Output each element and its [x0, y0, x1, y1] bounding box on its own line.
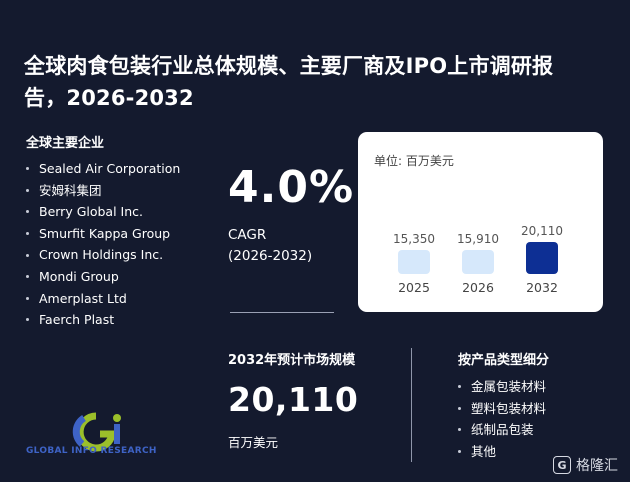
bar-value-label: 20,110: [521, 224, 563, 238]
list-item: 纸制品包装: [458, 419, 546, 441]
chart-card: 单位: 百万美元 15,350 2025 15,910 2026 20,110 …: [358, 132, 603, 312]
list-item: 塑料包装材料: [458, 398, 546, 420]
bullet-icon: [26, 253, 29, 257]
bullet-icon: [26, 167, 29, 171]
bullet-icon: [458, 406, 461, 410]
bar-year-label: 2032: [526, 280, 558, 295]
cagr-value: 4.0%: [228, 162, 355, 213]
bar-2026: [462, 250, 494, 274]
bar-year-label: 2025: [398, 280, 430, 295]
bar-value-label: 15,350: [393, 232, 435, 246]
bar-value-label: 15,910: [457, 232, 499, 246]
cagr-label: CAGR: [228, 227, 267, 243]
unit-label: 单位: 百万美元: [374, 154, 454, 168]
cagr-period: (2026-2032): [228, 248, 313, 264]
companies-heading: 全球主要企业: [26, 136, 105, 151]
page-title: 全球肉食包装行业总体规模、主要厂商及IPO上市调研报告，2026-2032: [24, 54, 554, 110]
bullet-icon: [458, 449, 461, 453]
logo-text: GLOBAL INFO RESEARCH: [26, 446, 157, 456]
brand-watermark: G 格隆汇: [553, 455, 618, 475]
bar-2032: [526, 242, 558, 274]
bar-2025: [398, 250, 430, 274]
list-item: Sealed Air Corporation: [26, 158, 180, 180]
bar-year-label: 2026: [462, 280, 494, 295]
list-item: Crown Holdings Inc.: [26, 244, 180, 266]
bullet-icon: [458, 385, 461, 389]
bullet-icon: [26, 210, 29, 214]
list-item: 金属包装材料: [458, 376, 546, 398]
bar-group-2026: 15,910 2026: [448, 232, 508, 295]
list-item: Smurfit Kappa Group: [26, 223, 180, 245]
bullet-icon: [458, 428, 461, 432]
list-item: Mondi Group: [26, 266, 180, 288]
bullet-icon: [26, 318, 29, 322]
product-types-heading: 按产品类型细分: [458, 353, 550, 368]
market-unit: 百万美元: [228, 435, 279, 450]
product-type-list: 金属包装材料 塑料包装材料 纸制品包装 其他: [458, 376, 546, 462]
brand-g-icon: G: [553, 456, 571, 474]
vertical-divider: [411, 348, 412, 462]
divider: [230, 312, 334, 313]
company-list: Sealed Air Corporation 安姆科集团 Berry Globa…: [26, 158, 180, 331]
market-value: 20,110: [228, 380, 359, 419]
list-item: Amerplast Ltd: [26, 288, 180, 310]
bullet-icon: [26, 232, 29, 236]
brand-name: 格隆汇: [576, 458, 618, 474]
bullet-icon: [26, 296, 29, 300]
list-item: Berry Global Inc.: [26, 201, 180, 223]
list-item: 安姆科集团: [26, 180, 180, 202]
bullet-icon: [26, 275, 29, 279]
bar-group-2032: 20,110 2032: [512, 224, 572, 295]
market-heading: 2032年预计市场规模: [228, 353, 356, 368]
list-item: Faerch Plast: [26, 309, 180, 331]
list-item: 其他: [458, 441, 546, 463]
bullet-icon: [26, 188, 29, 192]
gi-logo-icon: [72, 412, 121, 452]
bar-group-2025: 15,350 2025: [384, 232, 444, 295]
